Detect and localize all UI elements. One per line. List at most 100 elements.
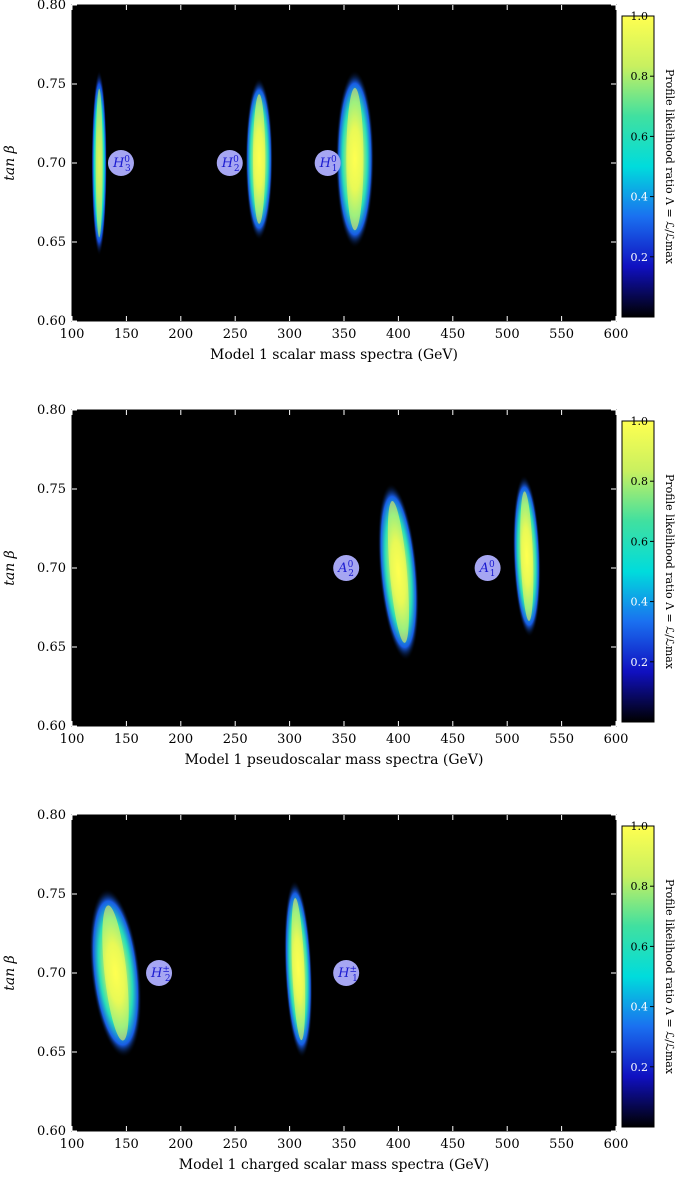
x-tick-label: 300	[277, 1137, 302, 1152]
mass-label-text: H± 2	[150, 965, 171, 984]
mass-label-badge: H0 2	[216, 150, 243, 176]
y-tick-label: 0.75	[37, 482, 66, 497]
colorbar-tick-label: 0.4	[631, 191, 649, 204]
colorbar	[621, 420, 655, 723]
x-tick-label: 150	[114, 732, 139, 747]
x-tick-label: 300	[277, 327, 302, 342]
x-tick-label: 600	[604, 1137, 629, 1152]
y-tick-label: 0.70	[37, 156, 66, 171]
mass-label-text: H0 3	[112, 155, 131, 174]
colorbar	[621, 15, 655, 318]
x-tick-label: 200	[168, 1137, 193, 1152]
likelihood-core	[253, 94, 266, 224]
x-tick-label: 600	[604, 327, 629, 342]
mass-label-circle	[216, 150, 243, 176]
x-tick-label: 400	[386, 1137, 411, 1152]
x-tick-label: 400	[386, 327, 411, 342]
y-tick-label: 0.80	[37, 808, 66, 823]
mass-label-circle	[333, 555, 360, 581]
likelihood-core	[95, 88, 103, 238]
mass-label-circle	[107, 150, 134, 176]
likelihood-core	[102, 905, 129, 1041]
mass-label-badge: H± 1	[333, 960, 360, 986]
colorbar-tick-label: 0.2	[631, 251, 649, 264]
mass-label-badge: A0 1	[474, 555, 501, 581]
x-tick-label: 100	[60, 327, 85, 342]
chart-panel-1: 100 150 200 250 300 350 400 450 500 550 600 0.60 0.6…	[2, 0, 676, 363]
y-tick-label: 0.80	[37, 403, 66, 418]
y-tick-label: 0.65	[37, 235, 66, 250]
x-tick-label: 100	[60, 1137, 85, 1152]
colorbar-tick-label: 0.8	[631, 475, 649, 488]
y-axis-label: tan β	[2, 550, 18, 586]
mass-label-text: A0 1	[479, 560, 496, 579]
colorbar-tick-label: 1.0	[631, 820, 649, 833]
y-tick-label: 0.75	[37, 77, 66, 92]
mass-label-text: A0 2	[337, 560, 354, 579]
x-tick-label: 550	[549, 327, 574, 342]
likelihood-core	[291, 897, 306, 1041]
colorbar-tick-label: 0.6	[631, 130, 649, 143]
mass-label-circle	[333, 960, 360, 986]
mass-label-circle	[314, 150, 341, 176]
x-tick-label: 250	[223, 327, 248, 342]
mass-label-text: H0 2	[221, 155, 240, 174]
colorbar-tick-label: 1.0	[631, 10, 649, 23]
y-axis-label: tan β	[2, 145, 18, 181]
y-tick-label: 0.60	[37, 314, 66, 329]
x-tick-label: 350	[332, 1137, 357, 1152]
colorbar-tick-label: 0.6	[631, 940, 649, 953]
x-tick-label: 500	[495, 327, 520, 342]
chart-panel-3: 100 150 200 250 300 350 400 450 500 550 600 0.60 0.6…	[2, 808, 676, 1173]
x-tick-label: 100	[60, 732, 85, 747]
x-tick-label: 300	[277, 732, 302, 747]
colorbar-tick-label: 0.2	[631, 1061, 649, 1074]
colorbar-tick-label: 0.4	[631, 1001, 649, 1014]
colorbar-tick-label: 0.4	[631, 596, 649, 609]
y-tick-label: 0.80	[37, 0, 66, 13]
y-tick-label: 0.60	[37, 1124, 66, 1139]
chart-panel-2: 100 150 200 250 300 350 400 450 500 550 600 0.60 0.6…	[2, 403, 676, 768]
likelihood-core	[387, 501, 409, 643]
x-axis-label: Model 1 scalar mass spectra (GeV)	[210, 347, 458, 363]
x-tick-label: 250	[223, 732, 248, 747]
mass-label-badge: H± 2	[146, 960, 173, 986]
colorbar	[621, 825, 655, 1128]
colorbar-label: Profile likelihood ratio Λ = ℒ/ℒmax	[663, 474, 676, 670]
y-tick-label: 0.75	[37, 887, 66, 902]
mass-label-badge: H0 1	[314, 150, 341, 176]
colorbar-tick-label: 0.8	[631, 880, 649, 893]
mass-label-text: H0 1	[319, 155, 338, 174]
x-axis-label: Model 1 charged scalar mass spectra (GeV…	[179, 1157, 490, 1173]
x-tick-label: 600	[604, 732, 629, 747]
x-tick-label: 500	[495, 1137, 520, 1152]
mass-label-badge: H0 3	[107, 150, 134, 176]
x-axis-label: Model 1 pseudoscalar mass spectra (GeV)	[185, 752, 484, 768]
y-tick-label: 0.65	[37, 1045, 66, 1060]
mass-label-circle	[474, 555, 501, 581]
x-tick-label: 450	[440, 327, 465, 342]
heatmap-blobs	[377, 475, 541, 661]
y-tick-label: 0.60	[37, 719, 66, 734]
colorbar-tick-label: 1.0	[631, 415, 649, 428]
x-tick-label: 150	[114, 1137, 139, 1152]
x-tick-label: 200	[168, 327, 193, 342]
x-tick-label: 350	[332, 327, 357, 342]
x-tick-label: 200	[168, 732, 193, 747]
x-tick-label: 250	[223, 1137, 248, 1152]
mass-label-badge: A0 2	[333, 555, 360, 581]
x-tick-label: 450	[440, 1137, 465, 1152]
y-tick-label: 0.65	[37, 640, 66, 655]
y-axis-label: tan β	[2, 955, 18, 991]
colorbar-tick-label: 0.8	[631, 70, 649, 83]
mass-label-circle	[146, 960, 173, 986]
mass-label-text: H± 1	[337, 965, 358, 984]
heatmap-blobs	[91, 70, 374, 256]
heatmap-blobs	[89, 880, 313, 1058]
x-tick-label: 150	[114, 327, 139, 342]
x-tick-label: 400	[386, 732, 411, 747]
likelihood-core	[346, 87, 364, 231]
x-tick-label: 500	[495, 732, 520, 747]
colorbar-label: Profile likelihood ratio Λ = ℒ/ℒmax	[663, 69, 676, 265]
